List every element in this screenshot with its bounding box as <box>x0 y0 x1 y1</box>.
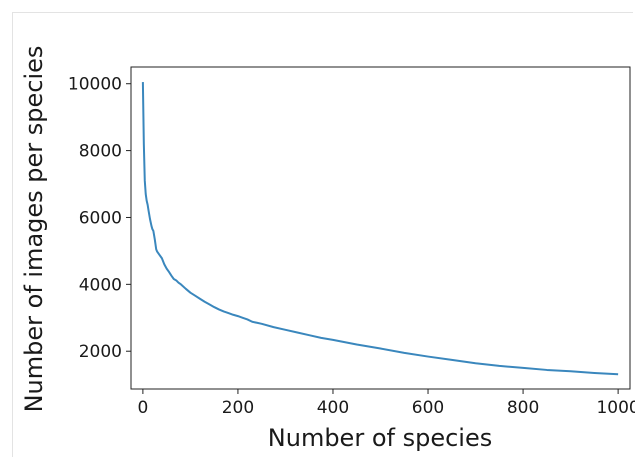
x-tick-label: 0 <box>137 398 148 418</box>
x-tick-label: 200 <box>222 398 254 418</box>
x-tick-label: 1000 <box>596 398 635 418</box>
y-tick-label: 10000 <box>68 75 122 95</box>
x-axis-label: Number of species <box>268 424 492 452</box>
x-tick-label: 800 <box>507 398 539 418</box>
series-line <box>141 82 619 376</box>
x-tick-label: 600 <box>412 398 444 418</box>
y-axis-label: Number of images per species <box>20 46 48 413</box>
chart-frame <box>12 12 633 457</box>
y-tick-label: 4000 <box>79 275 122 295</box>
y-axis: 2000 4000 6000 8000 10000 <box>68 75 131 362</box>
x-tick-label: 400 <box>317 398 349 418</box>
x-axis: 0 200 400 600 800 1000 <box>137 389 635 418</box>
y-tick-label: 8000 <box>79 142 122 162</box>
plot-area <box>130 66 631 390</box>
y-tick-label: 6000 <box>79 208 122 228</box>
y-tick-label: 2000 <box>79 342 122 362</box>
